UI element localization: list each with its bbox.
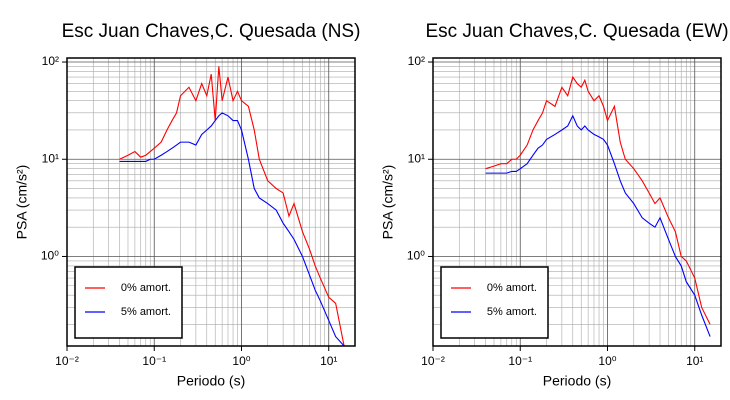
legend-box [74,266,183,339]
x-tick-label: 10⁰ [232,354,250,368]
x-axis-label: Periodo (s) [543,373,611,389]
frame [432,57,722,347]
x-tick-label: 10¹ [320,354,337,368]
legend-label: 5% amort. [121,306,171,318]
plot-area [67,58,355,346]
series-line [119,112,345,346]
y-tick-label: 10² [408,54,425,68]
frame [66,57,356,347]
series-line [119,66,345,346]
legend-box [440,266,549,339]
y-tick-label: 10⁰ [407,249,425,263]
x-tick-label: 10⁰ [598,354,616,368]
legend-label: 0% amort. [487,282,537,294]
legend-label: 0% amort. [121,282,171,294]
legend-label: 5% amort. [487,306,537,318]
x-tick-label: 10⁻¹ [508,354,532,368]
y-axis-label: PSA (cm/s²) [14,165,30,240]
series-line [485,75,711,325]
y-tick-label: 10¹ [42,151,59,165]
series-line [485,114,711,337]
y-tick-label: 10¹ [408,151,425,165]
chart-title: Esc Juan Chaves,C. Quesada (EW) [425,21,728,42]
chart-title: Esc Juan Chaves,C. Quesada (NS) [62,21,361,42]
x-tick-label: 10¹ [686,354,703,368]
x-tick-label: 10⁻² [55,354,79,368]
x-tick-label: 10⁻² [421,354,445,368]
y-tick-label: 10² [42,54,59,68]
x-axis-label: Periodo (s) [177,373,245,389]
y-tick-label: 10⁰ [41,249,59,263]
y-axis-label: PSA (cm/s²) [380,165,396,240]
x-tick-label: 10⁻¹ [142,354,166,368]
